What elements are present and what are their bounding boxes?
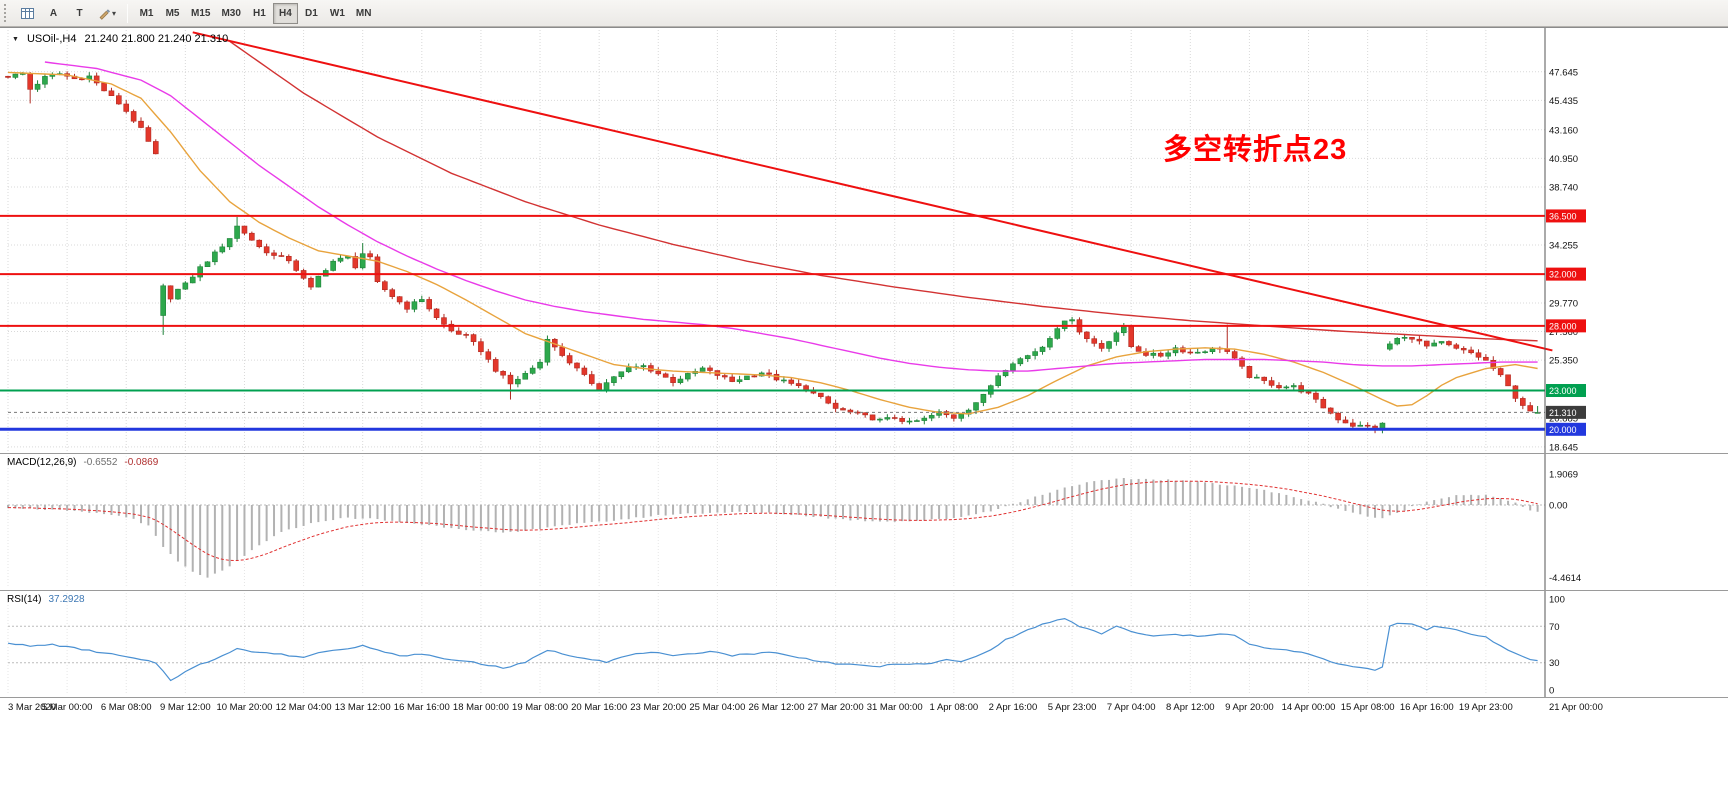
rsi-axis-label: 0 — [1549, 686, 1554, 697]
rsi-label: RSI(14) 37.2928 — [7, 594, 85, 605]
timeframe-button-mn[interactable]: MN — [355, 7, 372, 19]
time-axis-label: 9 Apr 20:00 — [1225, 702, 1274, 713]
chart-grid-icon — [21, 7, 34, 19]
rsi-axis-label: 30 — [1549, 658, 1560, 669]
main-toolbar: A T ▾ M1 M5 M15 M30 H1 H4 D1 W1 MN — [0, 0, 1728, 27]
timeframe-toolbar: M1 M5 M15 M30 H1 H4 D1 W1 MN — [134, 2, 376, 24]
hline-price-tag: 20.000 — [1549, 425, 1577, 435]
time-axis-label: 16 Apr 16:00 — [1399, 702, 1454, 713]
rsi-indicator-panel: 100 70 30 0 RSI(14) 37.2928 — [0, 590, 1728, 697]
rsi-value: 37.2928 — [48, 594, 85, 605]
symbol-dropdown-icon[interactable]: ▼ — [12, 35, 19, 43]
dropdown-arrow-icon: ▾ — [112, 8, 117, 18]
timeframe-button-w1[interactable]: W1 — [329, 7, 345, 19]
timeframe-button-h4[interactable]: H4 — [272, 2, 298, 24]
time-axis-label: 7 Apr 04:00 — [1106, 702, 1156, 713]
price-axis-label: 34.255 — [1549, 240, 1578, 251]
time-axis-label: 15 Apr 08:00 — [1340, 702, 1395, 713]
macd-axis-label: -4.4614 — [1549, 573, 1581, 584]
time-axis-label: 2 Apr 16:00 — [988, 702, 1038, 713]
price-axis-label: 18.645 — [1549, 442, 1578, 453]
macd-axis-label: 0.00 — [1549, 501, 1568, 512]
ma-mid-magenta — [44, 61, 1538, 372]
time-axis-label: 18 Mar 00:00 — [452, 702, 509, 713]
time-axis-label: 8 Apr 12:00 — [1165, 702, 1215, 713]
price-axis-label: 38.740 — [1549, 182, 1578, 193]
price-axis-label: 27.560 — [1549, 327, 1578, 338]
price-axis-label: 47.645 — [1549, 67, 1578, 78]
time-axis-label: 21 Apr 00:00 — [1549, 702, 1603, 713]
price-axis-label: 43.160 — [1549, 125, 1578, 136]
timeframe-button-m30[interactable]: M30 — [221, 7, 241, 19]
macd-indicator-panel: 1.9069 0.00 -4.4614 MACD(12,26,9) -0.6552 … — [0, 453, 1728, 590]
macd-name: MACD(12,26,9) — [7, 457, 77, 468]
rsi-line — [7, 617, 1538, 682]
price-axis-label: 29.770 — [1549, 298, 1578, 309]
time-axis-label: 31 Mar 00:00 — [866, 702, 923, 713]
rsi-axis-label: 100 — [1549, 595, 1565, 606]
hline-price-tag: 32.000 — [1549, 270, 1577, 280]
timeframe-button-m15[interactable]: M15 — [191, 7, 211, 19]
trendline — [192, 31, 1553, 352]
macd-signal-line — [7, 480, 1538, 562]
macd-canvas[interactable]: 1.9069 0.00 -4.4614 — [0, 454, 1728, 590]
macd-signal-value: -0.0869 — [124, 457, 159, 468]
pencil-icon — [99, 8, 110, 20]
time-axis-label: 27 Mar 20:00 — [807, 702, 864, 713]
main-chart-panel: 47.645 45.435 43.160 40.950 38.740 34.255 29.7… — [0, 27, 1728, 454]
rsi-axis-label: 70 — [1549, 622, 1560, 633]
chart-symbol-label: USOil-,H4 — [26, 33, 77, 45]
time-axis-label: 1 Apr 08:00 — [929, 702, 979, 713]
hline-price-tag: 28.000 — [1549, 321, 1577, 331]
toolbar-separator — [127, 3, 129, 23]
macd-label: MACD(12,26,9) -0.6552 -0.0869 — [7, 457, 158, 468]
timeframe-button-m5[interactable]: M5 — [165, 7, 180, 19]
price-axis-label: 40.950 — [1549, 154, 1578, 165]
timeframe-button-h1[interactable]: H1 — [253, 7, 266, 19]
time-axis-label: 13 Mar 12:00 — [334, 702, 391, 713]
time-axis-label: 25 Mar 04:00 — [689, 702, 746, 713]
time-axis-label: 19 Apr 23:00 — [1458, 702, 1513, 713]
time-axis-label: 9 Mar 12:00 — [159, 702, 211, 713]
time-axis-label: 20 Mar 16:00 — [571, 702, 628, 713]
price-axis-label: 45.435 — [1549, 96, 1578, 107]
time-axis-label: 26 Mar 12:00 — [748, 702, 805, 713]
macd-axis-label: 1.9069 — [1549, 470, 1578, 481]
chart-annotation-text: 多空转折点23 — [1163, 134, 1348, 166]
time-axis-label: 14 Apr 00:00 — [1281, 702, 1336, 713]
time-axis-label: 3 Mar 2020 — [8, 702, 57, 713]
time-axis-label: 5 Apr 23:00 — [1047, 702, 1097, 713]
time-axis[interactable]: 3 Mar 2020 5 Mar 00:00 6 Mar 08:00 9 Mar 12… — [0, 697, 1728, 719]
price-axis-label: 25.350 — [1549, 356, 1578, 367]
time-axis-label: 5 Mar 00:00 — [41, 702, 93, 713]
text-tool-a-button[interactable]: A — [49, 7, 58, 19]
time-axis-label: 6 Mar 08:00 — [100, 702, 152, 713]
time-axis-label: 12 Mar 04:00 — [275, 702, 332, 713]
timeframe-button-d1[interactable]: D1 — [305, 7, 318, 19]
hline-price-tag: 36.500 — [1549, 211, 1577, 221]
time-axis-label: 23 Mar 20:00 — [630, 702, 687, 713]
ma-slow-red — [229, 40, 1538, 342]
time-axis-label: 10 Mar 20:00 — [216, 702, 273, 713]
time-axis-label: 16 Mar 16:00 — [393, 702, 450, 713]
text-tool-t-button[interactable]: T — [76, 7, 83, 19]
timeframe-button-m1[interactable]: M1 — [139, 7, 154, 19]
rsi-canvas[interactable]: 100 70 30 0 — [0, 591, 1728, 697]
time-axis-label: 19 Mar 08:00 — [512, 702, 569, 713]
macd-main-value: -0.6552 — [83, 457, 118, 468]
current-price-tag: 21.310 — [1549, 408, 1577, 418]
price-chart-canvas[interactable]: 47.645 45.435 43.160 40.950 38.740 34.255 29.7… — [0, 28, 1728, 454]
chart-title: ▼ USOil-,H4 21.240 21.800 21.240 21.310 — [12, 33, 228, 45]
chart-window-button[interactable] — [15, 3, 40, 24]
rsi-name: RSI(14) — [7, 594, 42, 605]
ma-fast-orange — [7, 71, 1538, 415]
draw-tool-button[interactable]: ▾ — [93, 3, 121, 24]
chart-ohlc-values: 21.240 21.800 21.240 21.310 — [84, 33, 229, 45]
hline-price-tag: 23.000 — [1549, 386, 1577, 396]
toolbar-grip[interactable] — [4, 4, 10, 22]
